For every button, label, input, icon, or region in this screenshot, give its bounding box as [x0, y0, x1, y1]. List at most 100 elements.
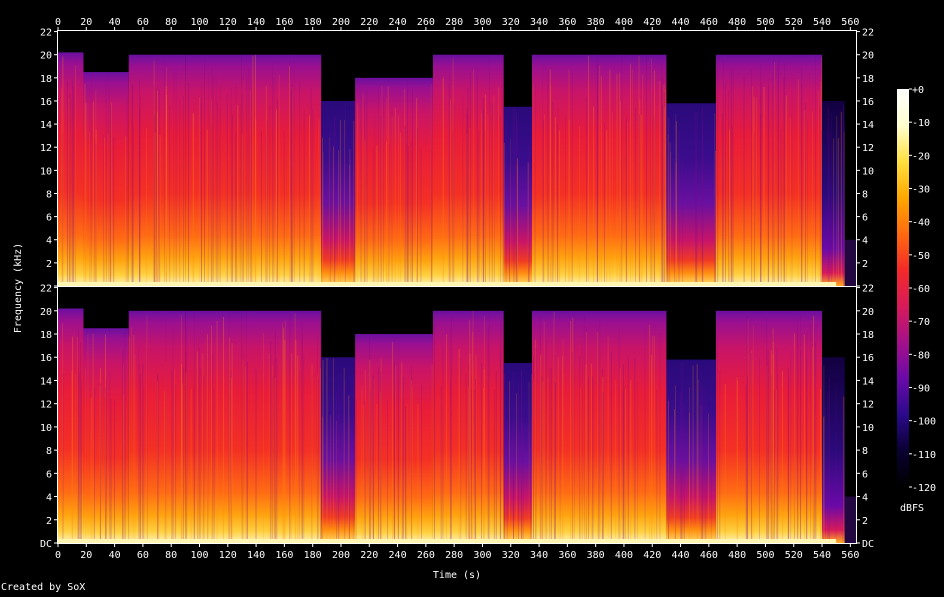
spectrum-striation — [724, 384, 726, 543]
spectrum-striation — [701, 108, 703, 286]
spectrum-striation — [814, 341, 816, 543]
spectrum-striation — [729, 129, 730, 286]
spectrum-striation — [245, 366, 247, 543]
spectrum-striation — [406, 404, 408, 543]
spectrum-striation — [147, 349, 148, 543]
spectrum-striation — [235, 131, 237, 286]
x-tick-label-top: 120 — [219, 17, 237, 28]
spectrum-striation — [458, 348, 460, 543]
y-tick-label-left: 10 — [40, 423, 52, 434]
spectrum-striation — [471, 376, 473, 543]
spectrum-striation — [110, 398, 112, 543]
spectrum-striation — [90, 397, 92, 543]
spectrum-striation — [265, 85, 267, 287]
spectrum-striation — [406, 141, 408, 286]
spectrum-striation — [789, 118, 791, 286]
spectrum-striation — [69, 93, 71, 286]
spectrum-striation — [247, 361, 248, 543]
spectrum-striation — [702, 395, 704, 543]
spectrum-striation — [714, 136, 716, 286]
spectrum-striation — [586, 98, 588, 286]
spectrum-striation — [469, 127, 471, 287]
y-tick-label-right: 6 — [862, 469, 868, 480]
spectrum-striation — [609, 70, 611, 286]
x-tick-label-bottom: 340 — [530, 550, 548, 561]
x-tick-label-top: 440 — [672, 17, 690, 28]
spectrum-striation — [745, 384, 747, 543]
x-tick-label-bottom: 260 — [417, 550, 435, 561]
spectrum-striation — [570, 320, 572, 543]
y-tick-label-left: 12 — [40, 143, 52, 154]
spectrum-striation — [731, 71, 733, 286]
x-tick-label-top: 60 — [137, 17, 149, 28]
credit-text: Created by SoX — [1, 582, 85, 593]
spectrum-striation — [533, 82, 535, 286]
spectrum-striation — [557, 123, 558, 286]
spectrum-striation — [273, 77, 275, 287]
spectrum-striation — [282, 322, 283, 543]
spectrum-striation — [790, 351, 792, 543]
spectrum-striation — [499, 351, 501, 543]
spectrum-striation — [329, 414, 331, 543]
spectrum-striation — [806, 358, 807, 543]
spectrum-striation — [767, 361, 769, 543]
spectrum-striation — [192, 113, 194, 286]
spectrum-striation — [662, 77, 664, 287]
spectrum-striation — [353, 101, 355, 286]
spectrum-striation — [134, 353, 136, 543]
spectrum-striation — [518, 389, 519, 543]
spectrum-striation — [675, 121, 677, 287]
colorbar-tick-label: -10 — [912, 118, 930, 129]
spectrum-segment — [432, 310, 504, 543]
spectrum-striation — [675, 385, 677, 543]
spectrum-striation — [302, 334, 303, 543]
x-tick-label-bottom: 460 — [700, 550, 718, 561]
spectrum-striation — [472, 310, 474, 543]
spectrum-striation — [207, 333, 208, 543]
spectrum-striation — [407, 78, 409, 286]
spectrum-striation — [714, 157, 716, 286]
spectrum-striation — [547, 377, 549, 543]
spectrum-striation — [820, 388, 822, 543]
spectrum-striation — [72, 336, 74, 543]
spectrum-segment — [321, 100, 356, 286]
spectrum-striation — [579, 356, 581, 543]
spectrum-striation — [640, 114, 642, 286]
spectrum-striation — [521, 370, 522, 543]
spectrum-striation — [493, 389, 495, 543]
spectrum-striation — [592, 376, 593, 543]
spectrum-striation — [175, 69, 177, 286]
spectrum-striation — [411, 365, 412, 543]
spectrum-striation — [174, 368, 176, 543]
spectrum-striation — [243, 79, 245, 286]
spectrum-striation — [516, 164, 518, 286]
spectrum-striation — [568, 69, 570, 286]
spectrum-striation — [453, 104, 455, 286]
spectrum-striation — [284, 320, 286, 543]
y-tick-label-left: 20 — [40, 307, 52, 318]
spectrum-striation — [785, 95, 787, 286]
spectrum-striation — [181, 314, 183, 543]
y-tick-label-left: 14 — [40, 376, 52, 387]
spectrum-striation — [200, 83, 202, 286]
x-tick-label-bottom: 380 — [587, 550, 605, 561]
x-tick-label-top: 360 — [558, 17, 576, 28]
spectrum-striation — [506, 420, 508, 543]
spectrum-striation — [772, 354, 774, 543]
spectrum-striation — [842, 395, 844, 543]
spectrum-striation — [344, 120, 345, 286]
y-tick-label-right: 10 — [862, 166, 874, 177]
spectrum-segment — [503, 363, 532, 543]
spectrum-striation — [411, 386, 413, 543]
spectrum-striation — [186, 326, 188, 543]
colorbar-tick-label: -20 — [912, 151, 930, 162]
spectrum-segment — [531, 310, 667, 543]
x-tick-label-bottom: 240 — [389, 550, 407, 561]
spectrum-striation — [664, 107, 666, 286]
spectrum-striation — [542, 63, 544, 286]
spectrum-striation — [397, 342, 399, 543]
y-tick-label-right: 6 — [862, 213, 868, 224]
colorbar-tick-label: +0 — [912, 85, 924, 96]
y-tick-label-left: 4 — [46, 493, 52, 504]
